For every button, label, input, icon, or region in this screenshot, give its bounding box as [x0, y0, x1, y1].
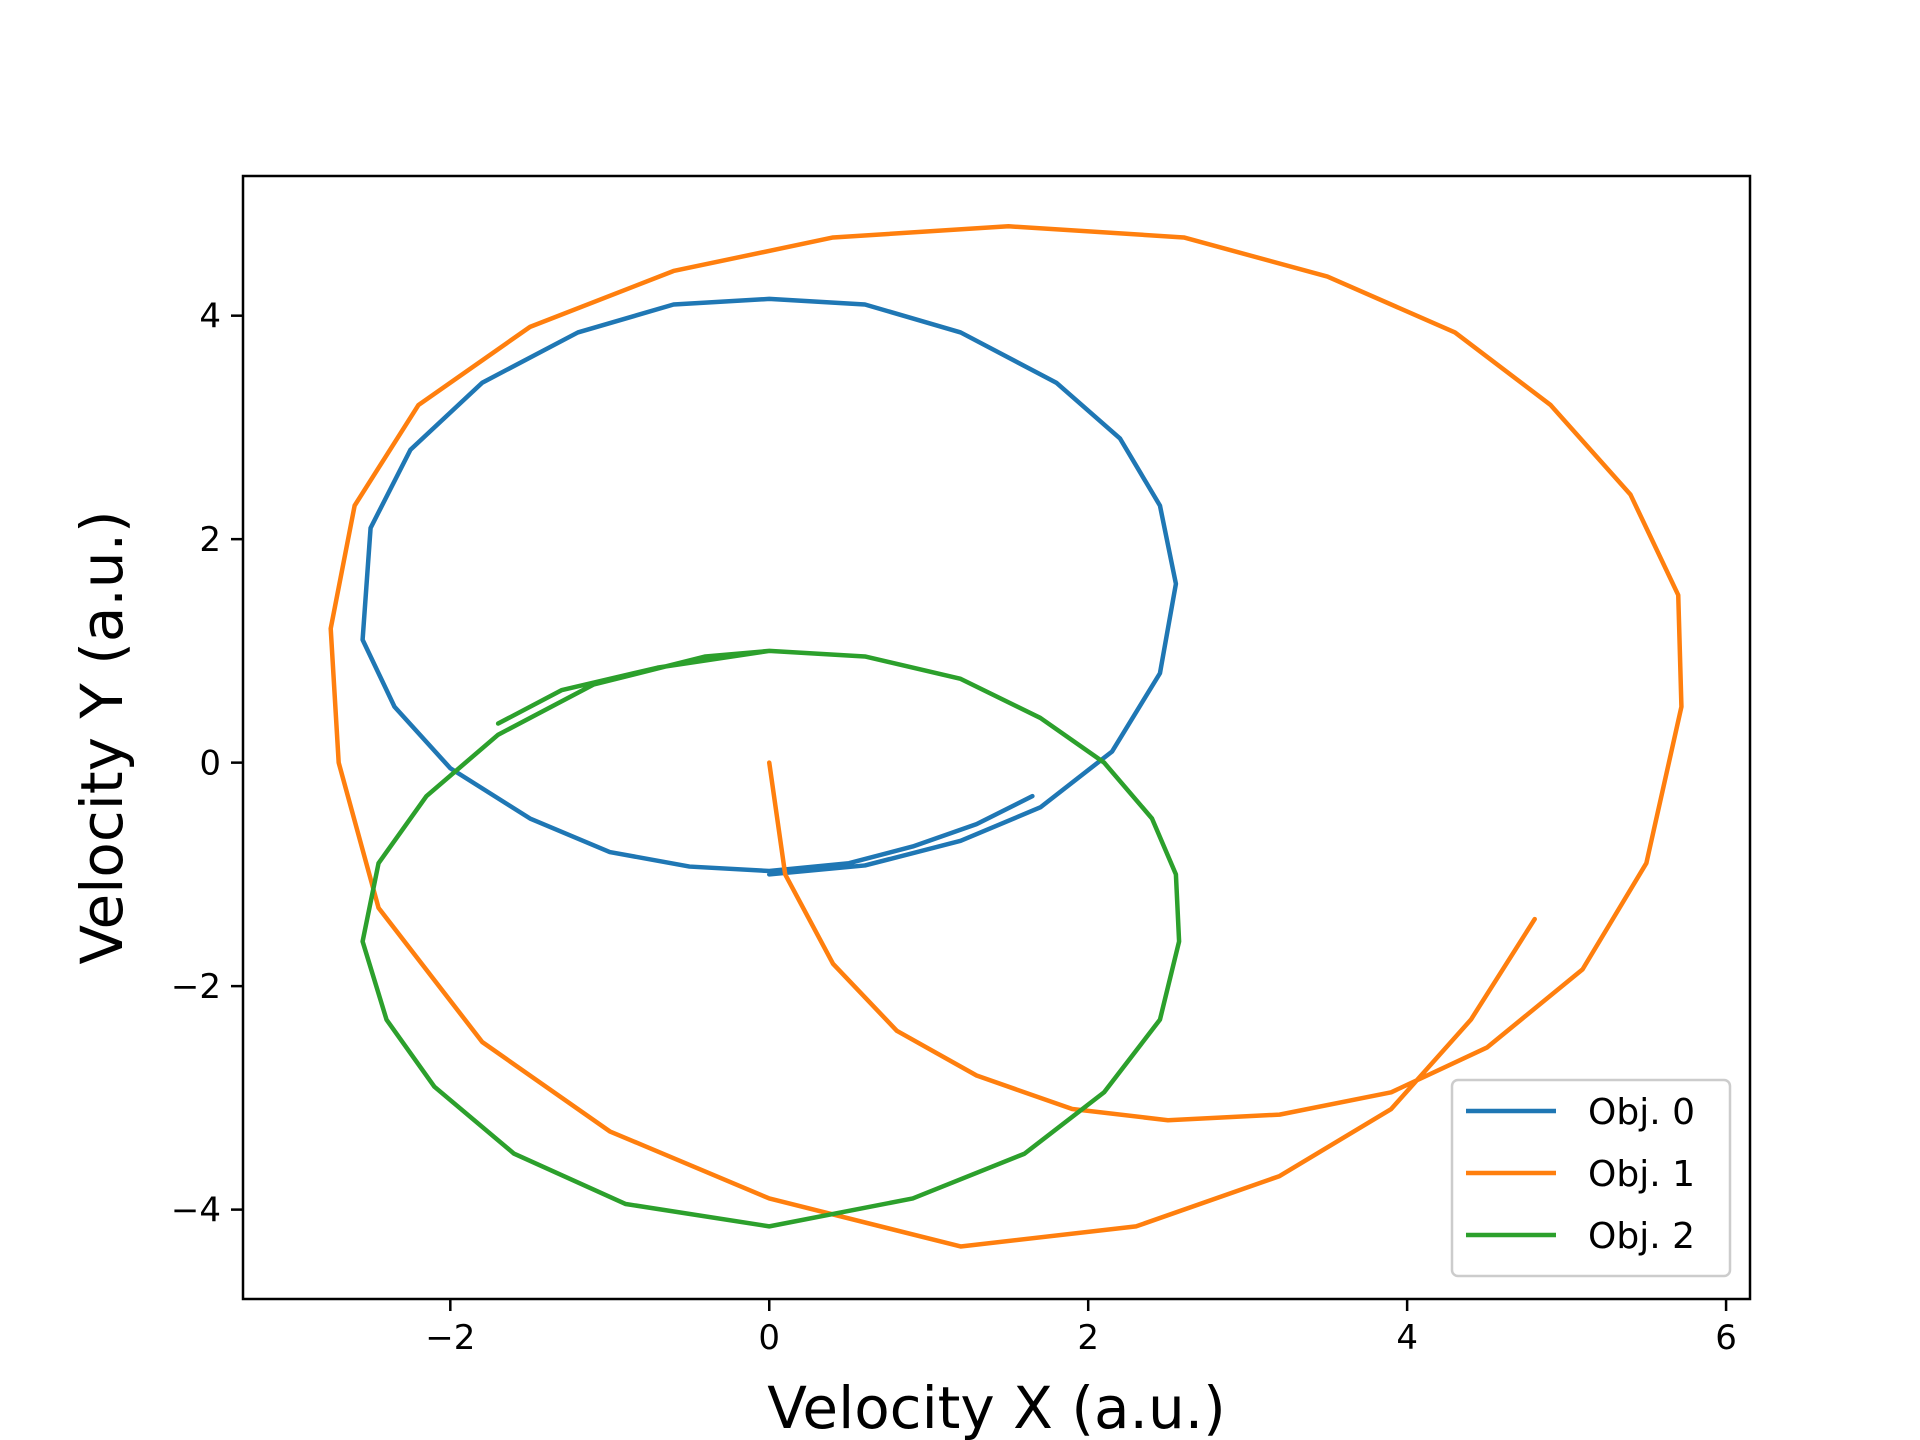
y-tick-label: −2: [171, 967, 221, 1007]
legend-frame: [1450, 1078, 1732, 1278]
series-layer: [328, 224, 1684, 1249]
x-tick-label: −2: [425, 1318, 475, 1358]
x-tick-label: 4: [1396, 1318, 1418, 1358]
plot-frame: [241, 174, 1752, 1301]
legend-label-obj-1: Obj. 1: [1588, 1154, 1695, 1195]
legend-label-obj-0: Obj. 0: [1588, 1092, 1695, 1133]
legend: Obj. 0 Obj. 1 Obj. 2: [1450, 1078, 1732, 1278]
y-tick-label: 0: [199, 744, 221, 784]
series-line-obj-2: [360, 648, 1182, 1229]
legend-label-obj-2: Obj. 2: [1588, 1216, 1695, 1257]
x-axis-title: Velocity X (a.u.): [767, 1374, 1226, 1440]
series-line-obj-1: [328, 224, 1684, 1249]
y-axis-title: Velocity Y (a.u.): [68, 510, 136, 964]
y-tick-label: −4: [171, 1191, 221, 1231]
x-tick-label: 0: [758, 1318, 780, 1358]
series-line-obj-0: [360, 296, 1179, 877]
x-tick-label: 2: [1077, 1318, 1099, 1358]
y-tick-label: 2: [199, 520, 221, 560]
x-tick-label: 6: [1715, 1318, 1737, 1358]
tick-layer: −2 0 2 4 6 −4 −2 0 2 4: [171, 297, 1737, 1358]
y-tick-label: 4: [199, 297, 221, 337]
